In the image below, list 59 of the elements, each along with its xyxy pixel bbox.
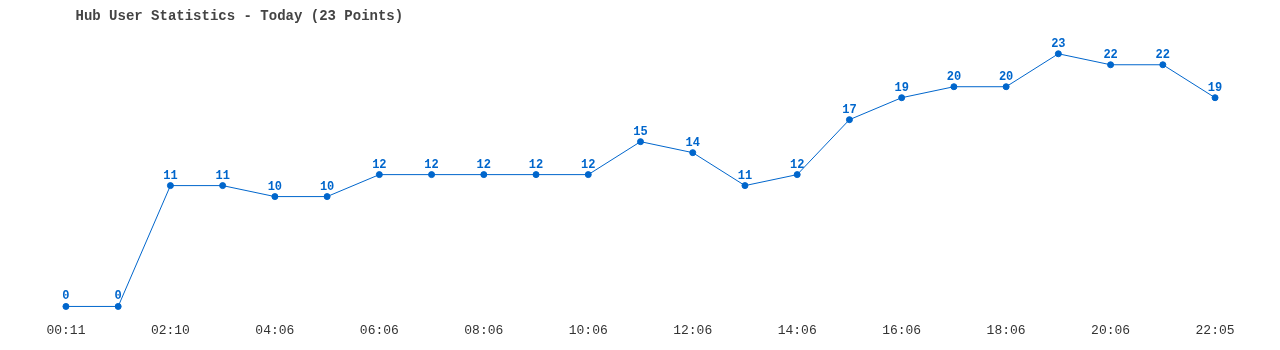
data-label: 10: [319, 179, 335, 194]
x-tick-label: 14:06: [777, 322, 817, 338]
x-tick-label: 20:06: [1091, 322, 1131, 338]
point: [114, 302, 122, 310]
point: [166, 182, 174, 190]
x-tick-label: 06:06: [359, 322, 399, 338]
point: [898, 94, 906, 102]
data-label: 20: [998, 69, 1014, 84]
data-label: 12: [476, 157, 492, 172]
data-label: 19: [1207, 80, 1223, 95]
point: [741, 182, 749, 190]
data-label: 20: [946, 69, 962, 84]
point: [219, 182, 227, 190]
x-tick-label: 22:05: [1195, 322, 1235, 338]
x-tick-label: 10:06: [568, 322, 608, 338]
data-label: 12: [424, 157, 439, 172]
point: [793, 171, 801, 179]
data-label: 12: [790, 157, 805, 172]
x-tick-label: 12:06: [673, 322, 713, 338]
data-label: 22: [1155, 47, 1171, 62]
x-tick-label: 16:06: [882, 322, 922, 338]
point: [480, 171, 488, 179]
point: [1211, 94, 1219, 102]
point: [271, 193, 279, 201]
data-label: 10: [267, 179, 283, 194]
point: [1107, 61, 1115, 69]
point: [1002, 83, 1010, 91]
data-label: 23: [1051, 36, 1066, 51]
data-label: 15: [633, 124, 648, 139]
data-label: 14: [685, 135, 700, 150]
data-label: 12: [581, 157, 596, 172]
point: [845, 116, 853, 124]
x-tick-label: 08:06: [464, 322, 504, 338]
chart-title: Hub User Statistics - Today (23 Points): [75, 7, 404, 24]
point: [1054, 50, 1062, 58]
point: [584, 171, 592, 179]
data-label: 12: [372, 157, 387, 172]
point: [323, 193, 331, 201]
x-tick-label: 02:10: [150, 322, 190, 338]
data-label: 11: [215, 168, 230, 183]
data-label: 12: [528, 157, 544, 172]
point: [689, 149, 697, 157]
point: [532, 171, 540, 179]
point: [428, 171, 436, 179]
data-label: 17: [842, 102, 857, 117]
point: [950, 83, 958, 91]
point: [375, 171, 383, 179]
x-tick-label: 04:06: [255, 322, 295, 338]
data-label: 22: [1103, 47, 1118, 62]
point: [62, 302, 70, 310]
point: [637, 138, 644, 146]
x-tick-label: 18:06: [986, 322, 1026, 338]
data-label: 11: [737, 168, 753, 183]
x-tick-label: 00:11: [46, 322, 86, 338]
data-label: 19: [894, 80, 909, 95]
data-label: 11: [163, 168, 178, 183]
point: [1159, 61, 1167, 69]
data-label: 0: [114, 289, 122, 304]
data-label: 0: [62, 289, 70, 304]
